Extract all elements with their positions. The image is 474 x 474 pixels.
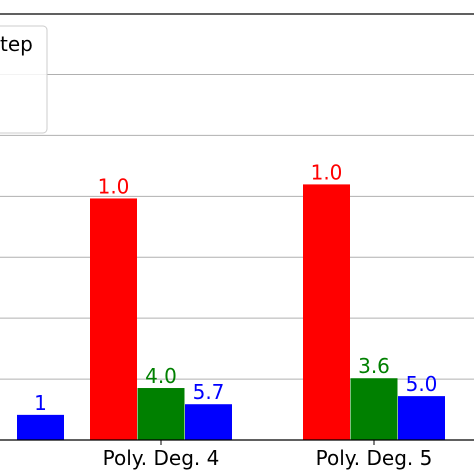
- x-tick-label: Poly. Deg. 4: [103, 446, 220, 470]
- data-label: 1.0: [311, 160, 343, 184]
- legend-box: [0, 25, 48, 134]
- data-label: 1: [34, 391, 47, 415]
- grid-lines: [0, 73, 474, 380]
- bars: [17, 184, 445, 440]
- data-label: 1.0: [98, 174, 130, 198]
- legend-entry-text: tep: [0, 32, 33, 56]
- bar: [137, 388, 185, 440]
- bar: [398, 396, 445, 440]
- bar: [185, 404, 232, 440]
- data-label: 3.6: [358, 354, 390, 378]
- legend: tep: [0, 25, 48, 134]
- x-tick-label: Poly. Deg. 5: [316, 446, 433, 470]
- data-labels: 1.0 1.0 4.0 3.6 1 5.7 5.0: [34, 160, 437, 414]
- bar: [350, 378, 398, 440]
- bar: [90, 198, 137, 440]
- data-label: 5.7: [193, 380, 225, 404]
- data-label: 4.0: [145, 364, 177, 388]
- bar: [303, 184, 350, 440]
- data-label: 5.0: [406, 372, 438, 396]
- bar: [17, 414, 64, 440]
